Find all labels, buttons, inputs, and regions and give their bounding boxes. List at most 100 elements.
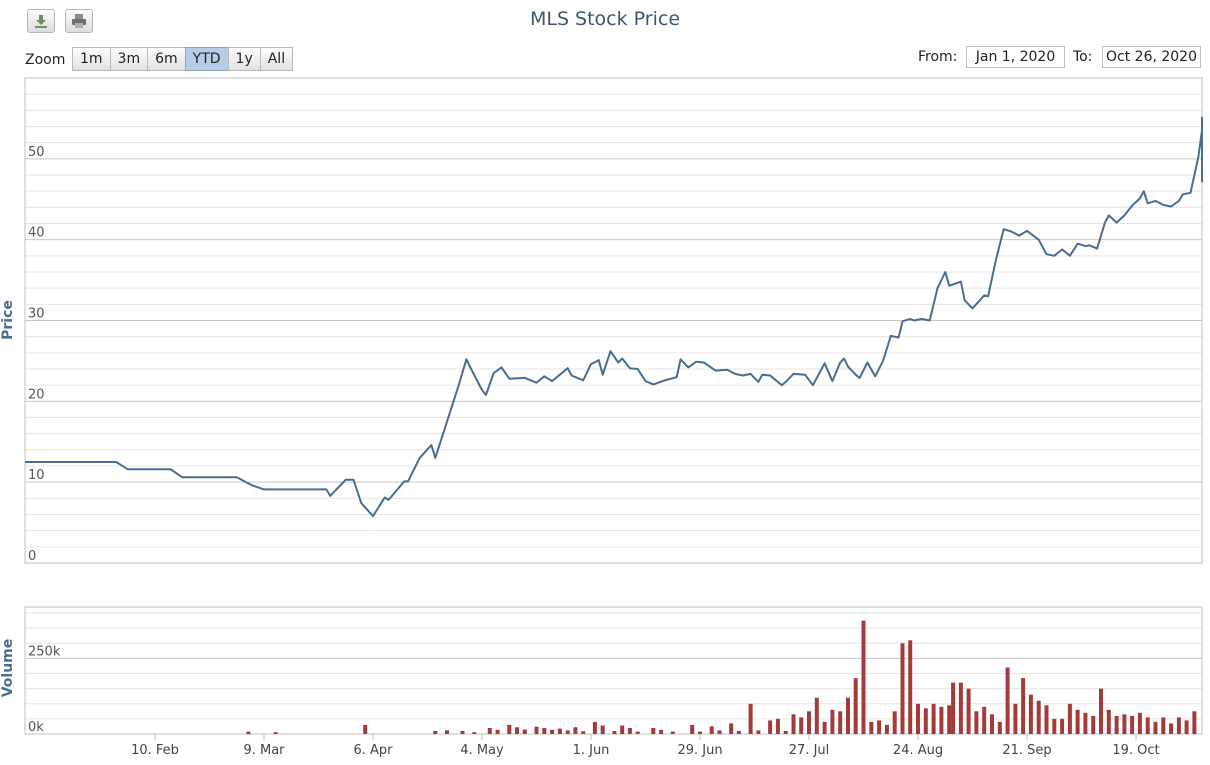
zoom-3m-button[interactable]: 3m xyxy=(109,47,149,71)
volume-y-axis: 0k 250k xyxy=(28,644,61,735)
x-tick-label: 24. Aug xyxy=(893,743,943,758)
chart-title: MLS Stock Price xyxy=(529,8,681,30)
volume-bar xyxy=(515,727,519,734)
volume-bar xyxy=(1052,718,1057,734)
volume-bar xyxy=(892,711,897,734)
volume-bar xyxy=(822,721,827,734)
volume-bar xyxy=(1130,715,1135,734)
volume-bar xyxy=(1114,715,1119,734)
zoom-6m-button[interactable]: 6m xyxy=(147,47,186,71)
volume-bar xyxy=(768,720,773,734)
volume-plot-frame xyxy=(24,606,1203,735)
volume-bar xyxy=(853,678,858,734)
volume-bar xyxy=(600,725,605,734)
x-tick-label: 10. Feb xyxy=(131,743,179,758)
volume-bar xyxy=(1161,717,1166,734)
volume-bar xyxy=(1067,703,1072,734)
volume-bar xyxy=(951,682,956,734)
volume-bar xyxy=(830,709,835,734)
x-tick-label: 6. Apr xyxy=(353,743,393,758)
volume-bar xyxy=(1036,700,1041,734)
volume-bar xyxy=(1083,712,1088,734)
volume-bar xyxy=(1137,712,1142,734)
volume-bar xyxy=(748,703,753,734)
volume-bar xyxy=(433,731,438,734)
x-tick-label: 27. Jul xyxy=(789,743,830,758)
volume-bar xyxy=(869,721,874,734)
price-plot-frame xyxy=(24,77,1203,564)
from-date-input[interactable]: Jan 1, 2020 xyxy=(966,46,1065,68)
volume-bar xyxy=(729,723,734,734)
volume-bar xyxy=(635,731,640,734)
volume-bar xyxy=(670,731,675,734)
volume-bar xyxy=(363,724,368,734)
volume-bar xyxy=(581,731,586,734)
print-button[interactable] xyxy=(65,9,93,33)
volume-bar xyxy=(1044,705,1049,734)
volume-bar xyxy=(838,711,843,734)
zoom-1m-button[interactable]: 1m xyxy=(72,47,111,71)
volume-bar xyxy=(814,697,819,734)
volume-bar xyxy=(1192,711,1197,734)
price-y-axis: 0 10 20 30 40 50 xyxy=(28,145,45,564)
volume-bar xyxy=(1021,678,1026,734)
zoom-ytd-button[interactable]: YTD xyxy=(184,47,229,71)
volume-bar xyxy=(1005,667,1010,734)
volume-bar xyxy=(783,731,788,734)
price-gridlines xyxy=(25,93,1202,548)
volume-bar xyxy=(807,711,811,734)
volume-bar xyxy=(690,724,695,734)
x-axis: 10. Feb 9. Mar 6. Apr 4. May 1. Jun 29. Jun 27… xyxy=(131,734,1160,758)
volume-bar xyxy=(698,731,702,734)
volume-bar xyxy=(557,728,562,734)
volume-bar xyxy=(573,727,578,734)
volume-bar xyxy=(900,643,905,734)
volume-bar xyxy=(542,728,547,734)
volume-bar xyxy=(445,730,449,734)
volume-bar xyxy=(775,718,780,734)
volume-bar xyxy=(273,732,278,734)
volume-bar xyxy=(1184,720,1189,734)
volume-bar xyxy=(620,725,625,734)
zoom-1y-button[interactable]: 1y xyxy=(227,47,261,71)
volume-bars xyxy=(246,620,1197,734)
price-axis-title: Price xyxy=(0,300,16,340)
volume-bar xyxy=(916,703,920,734)
download-icon xyxy=(35,15,47,28)
volume-bar xyxy=(947,705,952,734)
price-y-tick-label: 50 xyxy=(28,145,45,160)
volume-bar xyxy=(1028,694,1033,734)
from-label: From: xyxy=(918,49,958,65)
volume-y-tick-label: 250k xyxy=(28,644,61,659)
volume-bar xyxy=(627,728,632,734)
zoom-buttons: 1m 3m 6m YTD 1y All xyxy=(72,47,294,71)
price-series-line xyxy=(25,116,1203,518)
volume-bar xyxy=(507,724,512,734)
x-tick-label: 9. Mar xyxy=(243,743,285,758)
volume-bar xyxy=(565,730,570,734)
volume-bar xyxy=(1013,703,1018,734)
volume-bar xyxy=(550,729,555,734)
volume-bar xyxy=(756,730,761,734)
volume-bar xyxy=(982,706,987,734)
download-button[interactable] xyxy=(27,9,55,33)
volume-bar xyxy=(460,731,465,734)
volume-bar xyxy=(534,726,539,734)
price-y-tick-label: 10 xyxy=(28,468,45,483)
volume-bar xyxy=(990,714,994,734)
print-icon xyxy=(72,14,86,28)
volume-bar xyxy=(495,729,500,734)
x-tick-label: 29. Jun xyxy=(677,743,722,758)
volume-bar xyxy=(1106,709,1111,734)
zoom-label: Zoom xyxy=(25,52,66,68)
volume-bar xyxy=(717,730,722,734)
volume-bar xyxy=(709,726,714,734)
volume-bar xyxy=(1075,709,1080,734)
volume-bar xyxy=(246,731,251,734)
volume-bar xyxy=(997,721,1002,734)
volume-bar xyxy=(966,688,971,734)
volume-bar xyxy=(908,640,913,734)
zoom-all-button[interactable]: All xyxy=(259,47,294,71)
to-date-input[interactable]: Oct 26, 2020 xyxy=(1102,46,1201,68)
